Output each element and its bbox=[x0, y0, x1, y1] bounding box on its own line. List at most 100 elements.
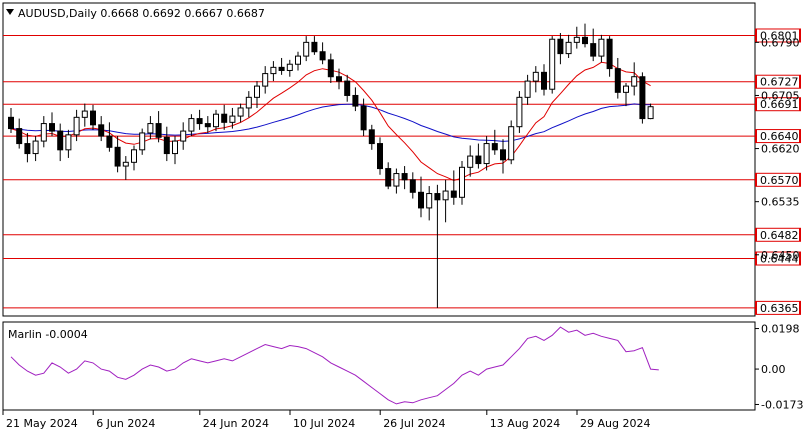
candle bbox=[336, 68, 342, 90]
candle-body bbox=[377, 143, 383, 170]
candle-body bbox=[114, 146, 121, 167]
candle bbox=[319, 42, 326, 65]
candle-body bbox=[401, 173, 408, 181]
candle bbox=[508, 120, 515, 165]
candle-body bbox=[73, 116, 80, 136]
candle bbox=[32, 136, 39, 162]
level-label: 0.6570 bbox=[760, 174, 799, 187]
candle-body bbox=[368, 129, 375, 145]
candle bbox=[573, 26, 580, 49]
candle bbox=[57, 123, 64, 162]
candle-body bbox=[327, 59, 334, 78]
candle-body bbox=[360, 105, 367, 131]
price-tick-label: 0.6535 bbox=[761, 196, 800, 209]
level-label-box bbox=[757, 29, 799, 42]
candle bbox=[549, 36, 556, 94]
level-lines: 0.6801 0.6727 0.6691 0.6640 0.6570 0.6482 0.64… bbox=[3, 28, 801, 315]
candle-body bbox=[516, 96, 523, 128]
candle-body bbox=[204, 123, 211, 128]
level-label: 0.6365 bbox=[760, 302, 799, 315]
time-tick-label: 24 Jun 2024 bbox=[203, 417, 269, 430]
candle-body bbox=[213, 113, 219, 128]
candle-body bbox=[590, 43, 597, 57]
candle-body bbox=[573, 36, 580, 43]
candle-body bbox=[245, 96, 252, 109]
symbol-header: AUDUSD,Daily 0.6668 0.6692 0.6667 0.6687 bbox=[6, 7, 265, 20]
candle-body bbox=[139, 132, 146, 151]
candle-body bbox=[418, 191, 424, 209]
price-axis: 0.6790 0.6705 0.6620 0.6535 0.6450 bbox=[755, 36, 800, 262]
time-tick-label: 29 Aug 2024 bbox=[580, 417, 650, 430]
candle-body bbox=[147, 123, 154, 134]
marlin-line bbox=[10, 326, 659, 405]
candle bbox=[278, 57, 285, 75]
candle-body bbox=[172, 140, 178, 155]
indicator-panel[interactable]: 0.0198 0.00 -0.0173 Marlin -0.0004 bbox=[2, 321, 803, 411]
candle-body bbox=[631, 76, 638, 87]
candle bbox=[90, 104, 96, 130]
candle bbox=[114, 136, 121, 173]
candle bbox=[327, 53, 334, 83]
candle-body bbox=[32, 140, 39, 155]
candles bbox=[8, 23, 654, 308]
candle bbox=[98, 116, 105, 142]
candle-body bbox=[442, 190, 449, 201]
candle bbox=[360, 98, 367, 137]
indicator-tick-label: 0.00 bbox=[761, 363, 786, 376]
price-tick-label: 0.6705 bbox=[761, 89, 800, 102]
level-label: 0.6444 bbox=[760, 253, 799, 266]
candle-body bbox=[336, 76, 342, 82]
candle bbox=[459, 161, 465, 205]
candle-body bbox=[237, 107, 244, 117]
candle-body bbox=[467, 155, 474, 168]
candle-body bbox=[459, 166, 465, 198]
time-tick-label: 26 Jul 2024 bbox=[383, 417, 445, 430]
level-label-box bbox=[757, 75, 799, 88]
candle bbox=[442, 179, 449, 223]
candle bbox=[254, 81, 260, 108]
time-tick-label: 21 May 2024 bbox=[6, 417, 78, 430]
candle bbox=[467, 145, 474, 177]
candle bbox=[303, 36, 310, 62]
candle bbox=[532, 66, 539, 93]
candle-body bbox=[409, 179, 416, 193]
candle-body bbox=[614, 68, 621, 93]
candle-body bbox=[155, 123, 162, 138]
candle bbox=[450, 170, 457, 205]
candle bbox=[188, 114, 195, 137]
candle-body bbox=[8, 116, 14, 130]
candle bbox=[213, 109, 219, 132]
candle-body bbox=[311, 41, 318, 53]
collapse-triangle-icon[interactable] bbox=[6, 9, 14, 15]
candle bbox=[409, 172, 416, 199]
candle-body bbox=[352, 94, 359, 107]
main-panel[interactable]: 0.6801 0.6727 0.6691 0.6640 0.6570 0.6482 0.64… bbox=[2, 2, 801, 317]
candle-body bbox=[639, 76, 646, 120]
candle bbox=[131, 145, 137, 171]
indicator-label: Marlin -0.0004 bbox=[8, 328, 88, 341]
candle-body bbox=[647, 106, 654, 120]
candle-body bbox=[57, 130, 64, 151]
time-tick-label: 6 Jun 2024 bbox=[96, 417, 155, 430]
candle-body bbox=[262, 73, 269, 87]
price-tick-label: 0.6790 bbox=[761, 36, 800, 49]
time-axis: 21 May 2024 6 Jun 2024 24 Jun 2024 10 Jul 2… bbox=[2, 410, 650, 430]
candle-body bbox=[606, 38, 613, 70]
candle-body bbox=[532, 71, 539, 82]
candle bbox=[385, 162, 392, 190]
candle-body bbox=[426, 193, 433, 209]
candle-body bbox=[188, 118, 195, 132]
candle bbox=[344, 74, 351, 102]
candle bbox=[65, 129, 72, 158]
candle bbox=[647, 103, 654, 120]
indicator-axis: 0.0198 0.00 -0.0173 bbox=[755, 323, 803, 411]
level-label-box bbox=[757, 130, 799, 143]
candle-body bbox=[65, 134, 72, 151]
price-tick-label: 0.6450 bbox=[761, 249, 800, 262]
candle-body bbox=[483, 143, 490, 165]
candle-body bbox=[582, 36, 588, 45]
candle-body bbox=[90, 110, 96, 126]
candle bbox=[221, 104, 228, 130]
time-tick-label: 13 Aug 2024 bbox=[490, 417, 560, 430]
candle bbox=[598, 34, 605, 63]
